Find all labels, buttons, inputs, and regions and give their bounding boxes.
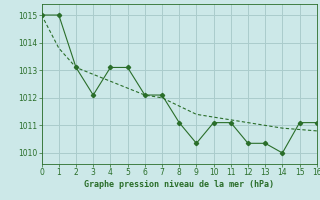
X-axis label: Graphe pression niveau de la mer (hPa): Graphe pression niveau de la mer (hPa): [84, 180, 274, 189]
